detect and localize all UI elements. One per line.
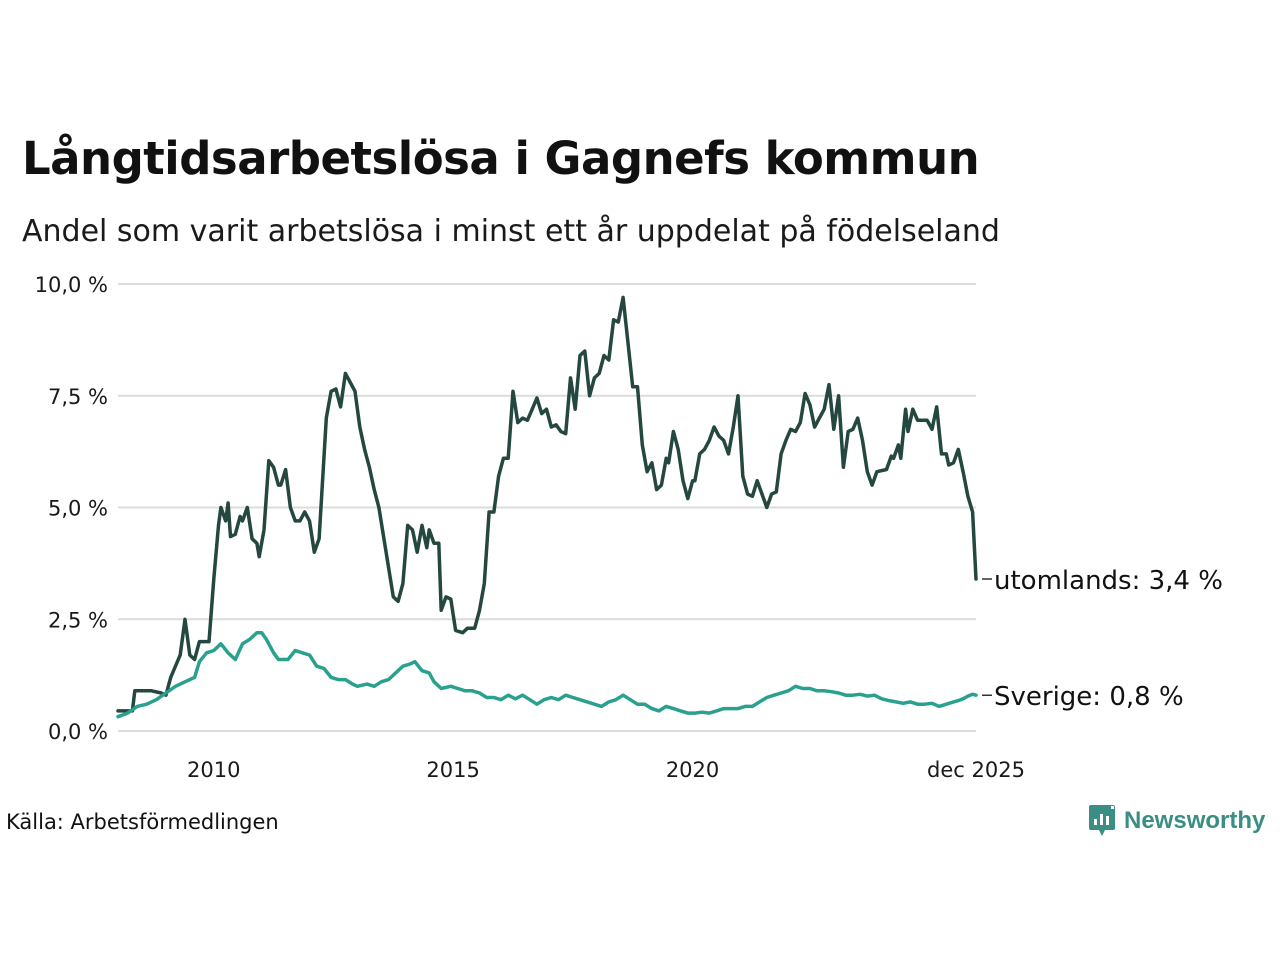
y-tick-label: 10,0 %: [35, 273, 108, 297]
end-label-utomlands: utomlands: 3,4 %: [994, 566, 1223, 596]
y-tick-label: 7,5 %: [48, 385, 108, 409]
brand-name: Newsworthy: [1124, 807, 1266, 834]
newsworthy-logo: Newsworthy: [1088, 803, 1265, 839]
x-tick-label: 2020: [666, 758, 719, 782]
end-label-sverige: Sverige: 0,8 %: [994, 682, 1184, 712]
newsworthy-icon: [1089, 805, 1115, 836]
y-tick-label: 0,0 %: [48, 720, 108, 744]
y-tick-label: 5,0 %: [48, 497, 108, 521]
chart-title: Långtidsarbetslösa i Gagnefs kommun: [22, 132, 980, 185]
y-tick-label: 2,5 %: [48, 608, 108, 632]
series-line-utomlands: [116, 295, 978, 713]
chart-subtitle: Andel som varit arbetslösa i minst ett å…: [22, 214, 1000, 249]
x-tick-label: 2015: [426, 758, 479, 782]
series-line-sverige: [116, 630, 978, 719]
x-tick-label: dec 2025: [927, 758, 1025, 782]
x-tick-label: 2010: [187, 758, 240, 782]
source-note: Källa: Arbetsförmedlingen: [6, 810, 279, 834]
